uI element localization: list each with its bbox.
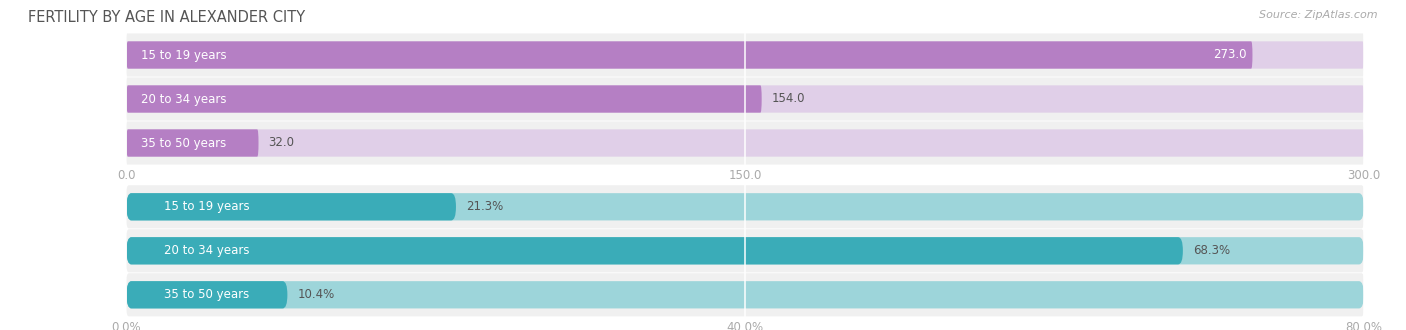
FancyBboxPatch shape — [127, 85, 762, 113]
Text: 35 to 50 years: 35 to 50 years — [141, 137, 226, 149]
Text: FERTILITY BY AGE IN ALEXANDER CITY: FERTILITY BY AGE IN ALEXANDER CITY — [28, 10, 305, 25]
FancyBboxPatch shape — [127, 237, 1364, 264]
FancyBboxPatch shape — [127, 193, 1364, 220]
FancyBboxPatch shape — [127, 185, 1364, 228]
Text: 10.4%: 10.4% — [297, 288, 335, 301]
Text: 35 to 50 years: 35 to 50 years — [163, 288, 249, 301]
FancyBboxPatch shape — [127, 78, 1364, 120]
Text: 15 to 19 years: 15 to 19 years — [163, 200, 249, 213]
Text: Source: ZipAtlas.com: Source: ZipAtlas.com — [1260, 10, 1378, 20]
FancyBboxPatch shape — [127, 129, 1364, 157]
Text: 20 to 34 years: 20 to 34 years — [141, 92, 226, 106]
FancyBboxPatch shape — [127, 281, 287, 309]
Text: 20 to 34 years: 20 to 34 years — [163, 244, 249, 257]
FancyBboxPatch shape — [127, 85, 1364, 113]
FancyBboxPatch shape — [127, 121, 1364, 165]
Text: 154.0: 154.0 — [772, 92, 806, 106]
FancyBboxPatch shape — [127, 273, 1364, 316]
FancyBboxPatch shape — [127, 33, 1364, 77]
FancyBboxPatch shape — [127, 237, 1182, 264]
Text: 15 to 19 years: 15 to 19 years — [141, 49, 226, 61]
FancyBboxPatch shape — [127, 41, 1253, 69]
Text: 68.3%: 68.3% — [1192, 244, 1230, 257]
FancyBboxPatch shape — [127, 41, 1364, 69]
FancyBboxPatch shape — [127, 129, 259, 157]
FancyBboxPatch shape — [127, 281, 1364, 309]
FancyBboxPatch shape — [127, 229, 1364, 272]
Text: 273.0: 273.0 — [1213, 49, 1246, 61]
Text: 32.0: 32.0 — [269, 137, 294, 149]
FancyBboxPatch shape — [127, 193, 456, 220]
Text: 21.3%: 21.3% — [465, 200, 503, 213]
